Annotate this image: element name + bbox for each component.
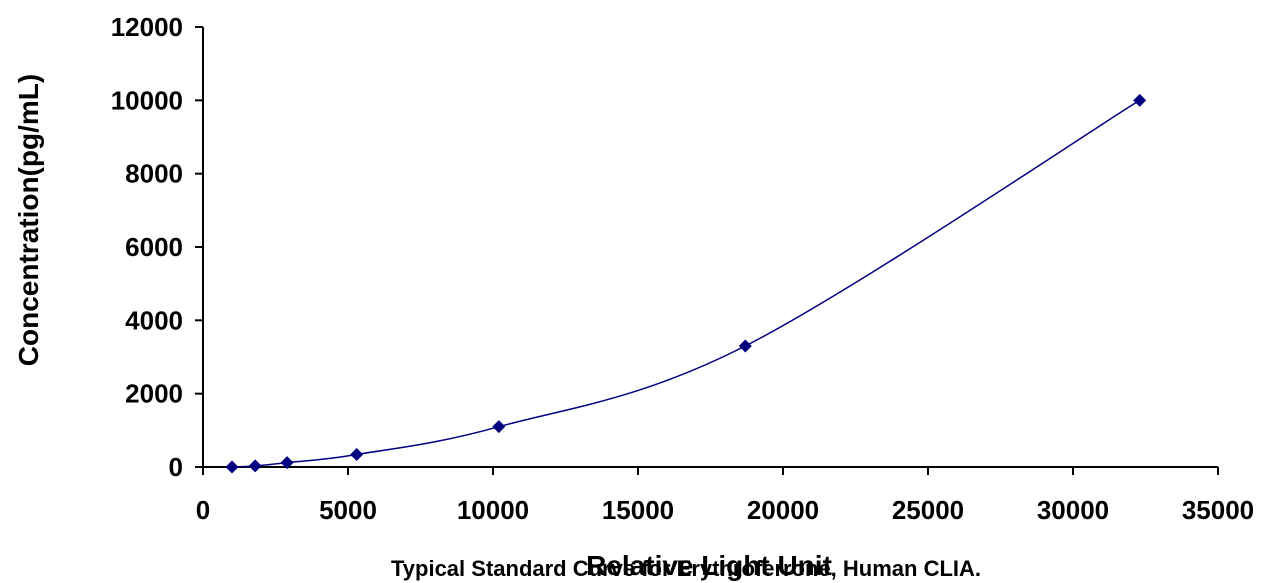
x-tick-label: 5000 xyxy=(319,495,377,525)
x-tick-label: 35000 xyxy=(1182,495,1254,525)
y-tick-label: 4000 xyxy=(125,305,183,335)
y-tick-label: 0 xyxy=(169,452,183,482)
x-tick-label: 10000 xyxy=(457,495,529,525)
x-tick-label: 30000 xyxy=(1037,495,1109,525)
y-tick-label: 8000 xyxy=(125,159,183,189)
data-point-marker xyxy=(492,420,506,434)
x-tick-label: 0 xyxy=(196,495,210,525)
x-tick-label: 15000 xyxy=(602,495,674,525)
x-axis-title: Relative Light Unit xyxy=(586,550,832,581)
data-points xyxy=(225,93,1147,474)
x-tick-label: 25000 xyxy=(892,495,964,525)
data-point-marker xyxy=(1133,93,1147,107)
y-tick-label: 12000 xyxy=(111,12,183,42)
y-tick-label: 6000 xyxy=(125,232,183,262)
y-tick-label: 2000 xyxy=(125,379,183,409)
data-point-marker xyxy=(350,448,364,462)
data-point-marker xyxy=(280,456,294,470)
y-tick-label: 10000 xyxy=(111,85,183,115)
data-point-marker xyxy=(738,339,752,353)
fit-curve xyxy=(231,99,1141,468)
x-tick-label: 20000 xyxy=(747,495,819,525)
chart-caption: Typical Standard Curve for Erythroferron… xyxy=(391,556,981,581)
data-point-marker xyxy=(225,460,239,474)
y-axis-title: Concentration(pg/mL) xyxy=(13,74,44,366)
data-point-marker xyxy=(248,459,262,473)
axes xyxy=(195,26,1219,475)
tick-labels: 0 2000 4000 6000 8000 10000 12000 0 5000 10000 150… xyxy=(111,12,1254,525)
